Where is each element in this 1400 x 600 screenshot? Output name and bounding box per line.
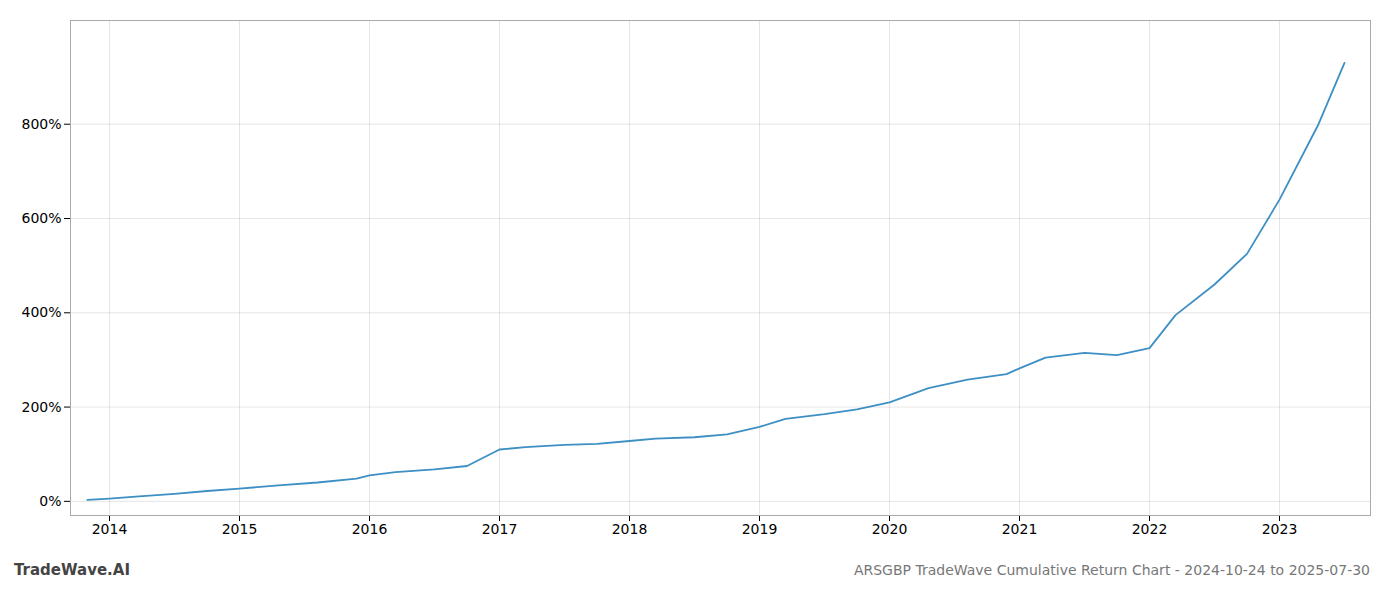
svg-text:800%: 800% — [21, 116, 61, 132]
svg-text:2020: 2020 — [872, 521, 908, 537]
svg-text:2018: 2018 — [612, 521, 648, 537]
html-text:ARSGBP TradeWave Cumulative Re: ARSGBP TradeWave Cumulative Return Chart… — [853, 562, 1370, 578]
svg-text:2016: 2016 — [352, 521, 388, 537]
svg-text:400%: 400% — [21, 304, 61, 320]
svg-text:2015: 2015 — [222, 521, 258, 537]
svg-text:600%: 600% — [21, 210, 61, 226]
svg-text:2017: 2017 — [482, 521, 518, 537]
svg-text:0%: 0% — [39, 493, 61, 509]
svg-text:200%: 200% — [21, 399, 61, 415]
svg-text:2019: 2019 — [742, 521, 778, 537]
svg-text:2023: 2023 — [1262, 521, 1298, 537]
svg-text:2014: 2014 — [92, 521, 128, 537]
svg-text:2022: 2022 — [1132, 521, 1168, 537]
html-text:TradeWave.AI: TradeWave.AI — [14, 561, 130, 579]
svg-text:2021: 2021 — [1002, 521, 1038, 537]
